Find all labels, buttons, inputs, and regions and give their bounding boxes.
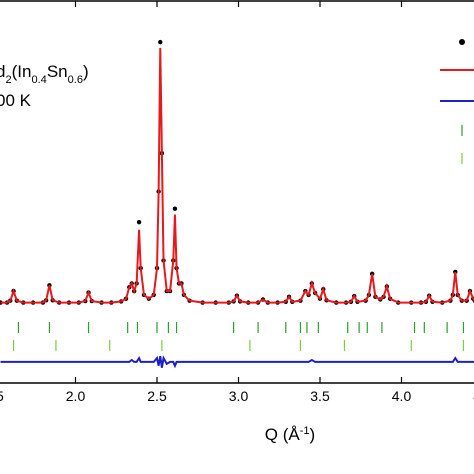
x-tick-label: 3.5: [310, 388, 330, 404]
annotation-part: 2: [5, 74, 11, 86]
x-axis-label-part: -1: [300, 425, 310, 437]
x-tick-label: 2.0: [66, 388, 86, 404]
x-axis-label: Q (Å-1): [265, 425, 315, 444]
x-tick-label: 2.5: [147, 388, 167, 404]
annotation: 00 K: [0, 91, 32, 110]
observed-point: [158, 39, 163, 45]
observed-point: [136, 219, 142, 225]
x-tick-label: 4.0: [392, 388, 412, 404]
observed-point: [172, 206, 178, 211]
legend-observed: [459, 39, 465, 45]
annotation-part: 0.6: [68, 74, 83, 86]
annotation-part: ): [83, 62, 89, 81]
annotation: d2(In0.4Sn0.6): [0, 62, 89, 86]
x-axis-label-part: Q (Å: [265, 425, 301, 444]
difference-line: [0, 355, 474, 369]
annotation-part: 0.4: [31, 74, 46, 86]
annotation-part: (In: [12, 62, 32, 81]
calculated-line: [0, 47, 474, 304]
annotation-part: 00 K: [0, 91, 32, 110]
x-tick-label: 1.5: [0, 388, 4, 404]
annotation-part: d: [0, 62, 5, 81]
annotation-part: Sn: [47, 62, 68, 81]
x-tick-label: 3.0: [229, 388, 249, 404]
x-axis-label-part: ): [310, 425, 316, 444]
